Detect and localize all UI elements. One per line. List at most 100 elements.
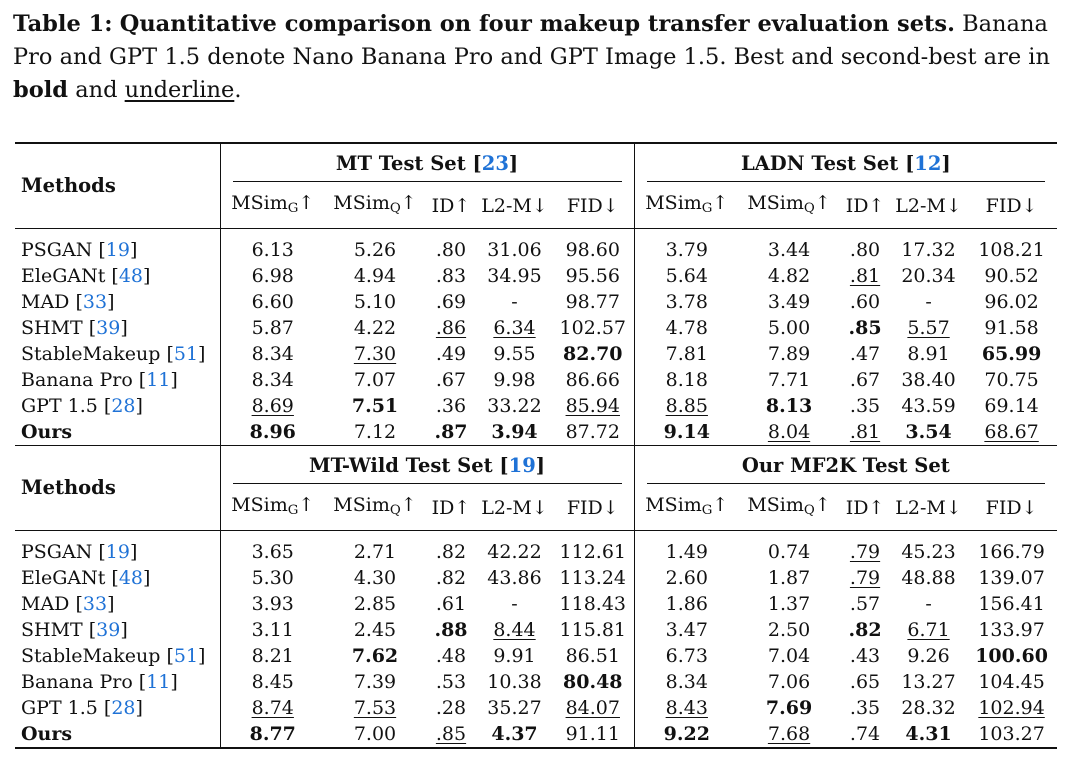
metric-value: 65.99 — [981, 343, 1042, 365]
test-set-name: MT Test Set — [335, 152, 466, 175]
table-row: StableMakeup [51] 8.21 7.62 .48 9.91 86.51 6.7… — [15, 643, 1057, 669]
metric-header: MSimG↑ — [219, 486, 325, 531]
metric-value: 9.14 — [663, 421, 710, 443]
value-cell: 80.48 — [552, 669, 634, 695]
value-cell: 4.37 — [477, 721, 552, 748]
header-rule — [15, 228, 1058, 237]
metric-value: 5.26 — [353, 239, 397, 261]
metric-value: 102.94 — [978, 697, 1045, 719]
metric-value: .83 — [435, 265, 467, 287]
metric-value: .65 — [849, 671, 881, 693]
metric-value: .80 — [849, 239, 881, 261]
value-cell: 8.21 — [219, 643, 325, 669]
metric-value: 87.72 — [565, 421, 620, 443]
value-cell: .81 — [839, 263, 891, 289]
value-cell: 118.43 — [552, 591, 634, 617]
header-row-sets: Methods MT-Wild Test Set [19] Our MF2K Tes… — [15, 445, 1058, 499]
value-cell: 43.86 — [477, 565, 552, 591]
value-cell: 4.30 — [325, 565, 425, 591]
metric-value: 8.77 — [249, 723, 296, 745]
metric-arrow: ↓ — [531, 195, 548, 217]
metric-value: 7.07 — [353, 369, 397, 391]
value-cell: - — [891, 591, 966, 617]
metric-arrow: ↓ — [1021, 497, 1038, 519]
value-cell: .65 — [839, 669, 891, 695]
value-cell: 2.85 — [325, 591, 425, 617]
metric-value: 3.79 — [665, 239, 708, 261]
metric-name: MSim — [645, 192, 702, 214]
metric-value: 48.88 — [901, 567, 956, 589]
method-cell: EleGANt [48] — [21, 567, 151, 589]
value-cell: .47 — [839, 341, 891, 367]
metric-value: .82 — [848, 619, 882, 641]
metric-header: MSimQ↑ — [325, 184, 425, 229]
method-cell: MAD [33] — [21, 291, 115, 313]
metric-value: 42.22 — [487, 541, 542, 563]
metric-value: 8.45 — [251, 671, 294, 693]
value-cell: 43.59 — [891, 393, 966, 419]
table-row: PSGAN [19] 3.65 2.71 .82 42.22 112.61 1.49 0.74… — [15, 539, 1057, 565]
value-cell: 6.34 — [477, 315, 552, 341]
value-cell: 3.93 — [219, 591, 325, 617]
metric-value: 3.44 — [767, 239, 811, 261]
value-cell: 7.81 — [633, 341, 740, 367]
value-cell: .74 — [839, 721, 891, 748]
metric-arrow: ↑ — [868, 195, 885, 217]
metric-value: 4.37 — [491, 723, 538, 745]
header-row-metrics: MSimG↑ MSimQ↑ ID↑ L2-M↓ FID↓ MSimG↑ MSimQ↑ ID↑ L… — [15, 486, 1057, 531]
metric-header: MSimG↑ — [633, 486, 740, 531]
value-cell: .53 — [425, 669, 477, 695]
value-cell: 113.24 — [552, 565, 634, 591]
caption-bold-word: bold — [13, 77, 69, 103]
method-cell: StableMakeup [51] — [21, 645, 206, 667]
metric-value: 10.38 — [487, 671, 542, 693]
value-cell: 7.71 — [739, 367, 839, 393]
metric-value: 102.57 — [559, 317, 626, 339]
metric-value: 8.34 — [665, 671, 708, 693]
metric-value: 95.56 — [565, 265, 620, 287]
metric-arrow: ↑ — [400, 192, 417, 214]
value-cell: 104.45 — [966, 669, 1057, 695]
value-cell: 8.34 — [633, 669, 740, 695]
metric-value: 3.65 — [251, 541, 294, 563]
metric-value: 33.22 — [487, 395, 542, 417]
value-cell: 3.78 — [633, 289, 740, 315]
metric-value: 45.23 — [901, 541, 956, 563]
value-cell: 13.27 — [891, 669, 966, 695]
value-cell: 5.26 — [325, 237, 425, 263]
citation-link: 28 — [111, 395, 136, 417]
metric-value: - — [511, 593, 518, 615]
test-set-header: MT-Wild Test Set [19] — [219, 445, 635, 486]
metric-value: .81 — [849, 265, 881, 287]
metric-value: 7.89 — [767, 343, 811, 365]
metric-value: 91.58 — [984, 317, 1039, 339]
metric-value: 20.34 — [901, 265, 956, 287]
cmidrule — [232, 483, 622, 484]
method-cell: SHMT [39] — [21, 619, 128, 641]
metric-value: 31.06 — [487, 239, 542, 261]
test-set-name: MT-Wild Test Set — [308, 454, 493, 477]
value-cell: 133.97 — [966, 617, 1057, 643]
value-cell: 7.68 — [739, 721, 839, 748]
value-cell: 9.22 — [633, 721, 740, 748]
value-cell: .88 — [425, 617, 477, 643]
method-name: Ours — [21, 421, 73, 443]
method-cell: PSGAN [19] — [21, 541, 138, 563]
metric-value: 3.93 — [251, 593, 294, 615]
table-row: SHMT [39] 3.11 2.45 .88 8.44 115.81 3.47 2.50 .8… — [15, 617, 1057, 643]
metric-value: 3.54 — [905, 421, 952, 443]
metric-arrow: ↑ — [400, 494, 417, 516]
method-cell: PSGAN [19] — [21, 239, 138, 261]
value-cell: 2.60 — [633, 565, 740, 591]
metric-header: ID↑ — [425, 486, 477, 531]
value-cell: 7.62 — [325, 643, 425, 669]
value-cell: 4.78 — [633, 315, 740, 341]
metric-value: 43.86 — [487, 567, 542, 589]
value-cell: 8.44 — [477, 617, 552, 643]
value-cell: 3.11 — [219, 617, 325, 643]
metric-arrow: ↓ — [531, 497, 548, 519]
value-cell: 2.71 — [325, 539, 425, 565]
metric-value: 1.86 — [665, 593, 708, 615]
metric-value: 4.22 — [353, 317, 397, 339]
method-name: StableMakeup — [21, 343, 161, 365]
